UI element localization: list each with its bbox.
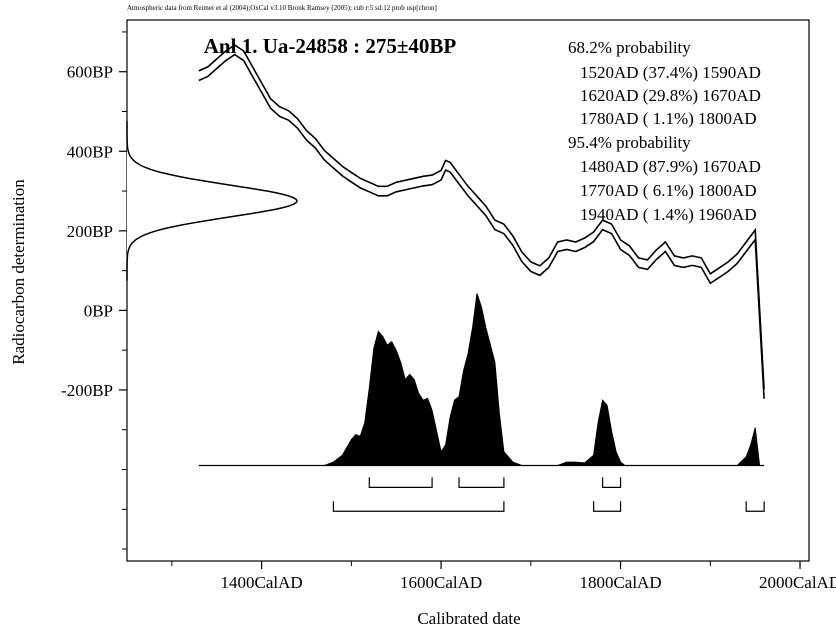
calibration-curve-lower bbox=[198, 53, 765, 399]
x-tick-label: 2000CalAD bbox=[759, 573, 836, 592]
y-tick-label: 0BP bbox=[84, 301, 113, 320]
range-95-bracket bbox=[332, 501, 505, 512]
p95-range-3: 1940AD ( 1.4%) 1960AD bbox=[580, 205, 757, 224]
results-text: 68.2% probability 1520AD (37.4%) 1590AD … bbox=[568, 38, 761, 224]
probability-distribution bbox=[324, 293, 761, 466]
x-tick-label: 1800CalAD bbox=[579, 573, 661, 592]
range-68-bracket bbox=[458, 477, 505, 489]
p68-range-2: 1620AD (29.8%) 1670AD bbox=[580, 86, 761, 105]
y-tick-label: 600BP bbox=[67, 63, 113, 82]
x-axis: 1400CalAD 1600CalAD 1800CalAD 2000CalAD bbox=[171, 561, 836, 592]
x-tick-label: 1600CalAD bbox=[400, 573, 482, 592]
x-tick-label: 1400CalAD bbox=[221, 573, 303, 592]
x-axis-label: Calibrated date bbox=[417, 609, 520, 628]
plot-frame bbox=[126, 19, 810, 562]
y-tick-label: 200BP bbox=[67, 222, 113, 241]
p68-heading: 68.2% probability bbox=[568, 38, 691, 57]
p68-range-1: 1520AD (37.4%) 1590AD bbox=[580, 63, 761, 82]
range-68-bracket bbox=[368, 477, 433, 489]
range-68-bracket bbox=[602, 477, 622, 489]
y-tick-label: 400BP bbox=[67, 142, 113, 161]
p95-range-1: 1480AD (87.9%) 1670AD bbox=[580, 157, 761, 176]
y-axis-label: Radiocarbon determination bbox=[9, 179, 28, 365]
calibration-curve-upper bbox=[198, 44, 765, 390]
p95-heading: 95.4% probability bbox=[568, 133, 691, 152]
range-95-bracket bbox=[745, 501, 765, 512]
measured-date-gaussian-curve bbox=[126, 121, 298, 281]
p68-range-3: 1780AD ( 1.1%) 1800AD bbox=[580, 109, 757, 128]
chart-title: Anl 1. Ua-24858 : 275±40BP bbox=[204, 34, 457, 58]
y-tick-label: -200BP bbox=[61, 381, 113, 400]
plot-area bbox=[126, 44, 765, 512]
header-note: Atmospheric data from Reimer et al (2004… bbox=[127, 4, 437, 12]
p95-range-2: 1770AD ( 6.1%) 1800AD bbox=[580, 181, 757, 200]
measured-date-gaussian-fill bbox=[127, 121, 297, 281]
y-axis: 600BP 400BP 200BP 0BP -200BP bbox=[61, 31, 127, 550]
calibrated-ranges bbox=[332, 477, 765, 512]
range-95-bracket bbox=[593, 501, 622, 512]
